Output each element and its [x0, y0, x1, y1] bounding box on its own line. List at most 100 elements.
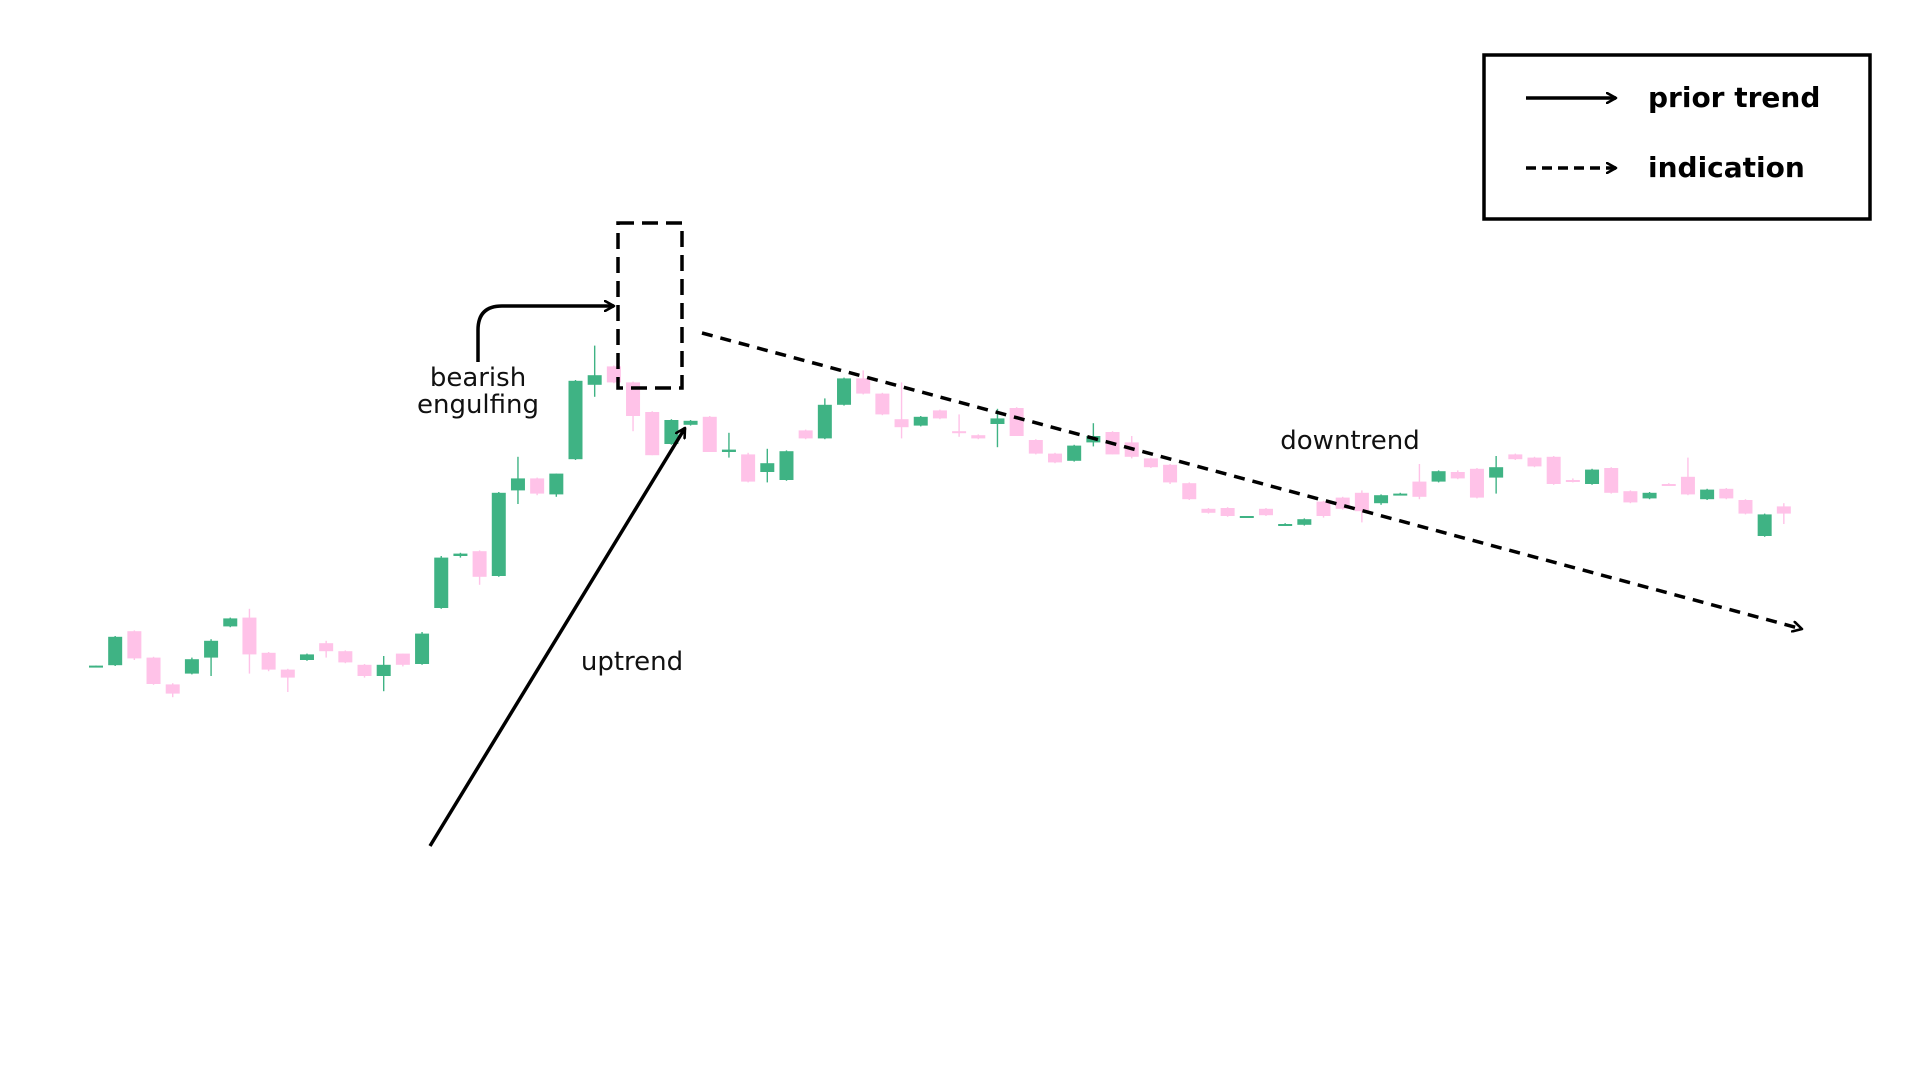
- candle: [1354, 490, 1369, 523]
- candle-body: [530, 478, 545, 494]
- candle: [1623, 490, 1638, 504]
- pattern-label-line2: engulfing: [417, 390, 539, 420]
- candle-body: [453, 553, 468, 556]
- candle-body: [1009, 408, 1024, 436]
- candle: [856, 370, 871, 395]
- candle-body: [1776, 506, 1791, 514]
- candle-body: [338, 651, 353, 663]
- candle-body: [1182, 483, 1197, 500]
- candle-body: [587, 375, 602, 385]
- candle-body: [1604, 468, 1619, 493]
- candle-body: [1028, 440, 1043, 454]
- candle: [357, 664, 372, 678]
- candle: [1143, 457, 1158, 468]
- candle-body: [1738, 500, 1753, 514]
- candle-body: [875, 393, 890, 415]
- candle: [1258, 508, 1273, 516]
- candle-body: [472, 551, 487, 577]
- candle-body: [1412, 481, 1427, 497]
- candle-body: [683, 420, 698, 425]
- candle: [453, 552, 468, 558]
- pattern-label-line1: bearish: [430, 363, 526, 393]
- candle: [587, 345, 602, 397]
- candle: [702, 416, 717, 452]
- candle-body: [415, 633, 430, 664]
- candle-body: [568, 380, 583, 460]
- candle-body: [184, 659, 199, 674]
- candle: [760, 448, 775, 483]
- candle: [1757, 513, 1772, 537]
- candle-body: [1258, 508, 1273, 516]
- candle-body: [434, 557, 449, 608]
- candle: [434, 556, 449, 609]
- candle: [1469, 468, 1484, 499]
- candle-body: [549, 473, 564, 495]
- candle: [1374, 494, 1389, 505]
- candle-body: [856, 378, 871, 394]
- candle: [1412, 464, 1427, 500]
- candle-body: [741, 454, 756, 482]
- candle: [645, 411, 660, 456]
- candle-body: [952, 431, 967, 434]
- candle-body: [223, 618, 238, 627]
- candle: [1182, 482, 1197, 500]
- candle-body: [108, 636, 123, 666]
- candle: [990, 408, 1005, 448]
- candle: [894, 382, 909, 439]
- candle-body: [1201, 508, 1216, 513]
- candle-body: [1642, 492, 1657, 499]
- candle: [472, 550, 487, 585]
- candle: [798, 429, 813, 440]
- candle: [299, 653, 314, 661]
- candle: [415, 632, 430, 665]
- candle-body: [165, 684, 180, 694]
- candle-body: [1431, 471, 1446, 482]
- candle-body: [1335, 497, 1350, 509]
- pattern-highlight-box: [616, 221, 684, 390]
- downtrend-arrow: [701, 331, 1802, 629]
- candle-body: [1354, 492, 1369, 512]
- candle: [741, 452, 756, 483]
- candle: [1239, 516, 1254, 518]
- candle: [952, 414, 967, 437]
- candle-body: [280, 669, 295, 678]
- candle: [1163, 464, 1178, 484]
- candle-body: [1489, 467, 1504, 478]
- candle-body: [299, 654, 314, 660]
- candle: [837, 377, 852, 406]
- candle: [510, 456, 525, 504]
- candle-body: [357, 664, 372, 676]
- candle-body: [702, 416, 717, 452]
- candle-body: [837, 378, 852, 405]
- candle: [204, 639, 219, 676]
- candle-body: [127, 631, 142, 659]
- candle-body: [990, 418, 1005, 424]
- candle-body: [932, 410, 947, 419]
- candle-body: [1757, 514, 1772, 536]
- candle-body: [261, 652, 276, 670]
- candle: [779, 450, 794, 481]
- candle-body: [779, 451, 794, 480]
- candle-body: [1374, 495, 1389, 504]
- candle-body: [1508, 454, 1523, 460]
- candle: [1297, 518, 1312, 526]
- uptrend-label: uptrend: [581, 647, 683, 677]
- candle: [242, 608, 257, 674]
- candle: [319, 640, 334, 658]
- candle: [1086, 423, 1101, 447]
- candle-body: [913, 416, 928, 426]
- candle: [971, 434, 986, 440]
- candle-body: [319, 643, 334, 652]
- candle: [1680, 457, 1695, 496]
- candle-body: [1719, 488, 1734, 499]
- candle-body: [510, 478, 525, 491]
- candle: [280, 668, 295, 692]
- candle-body: [242, 617, 257, 655]
- candle-body: [645, 412, 660, 456]
- candle: [395, 653, 410, 667]
- candle: [1450, 470, 1465, 480]
- candle-body: [89, 665, 103, 668]
- legend: prior trend indication: [1482, 53, 1872, 221]
- candle-body: [1143, 458, 1158, 468]
